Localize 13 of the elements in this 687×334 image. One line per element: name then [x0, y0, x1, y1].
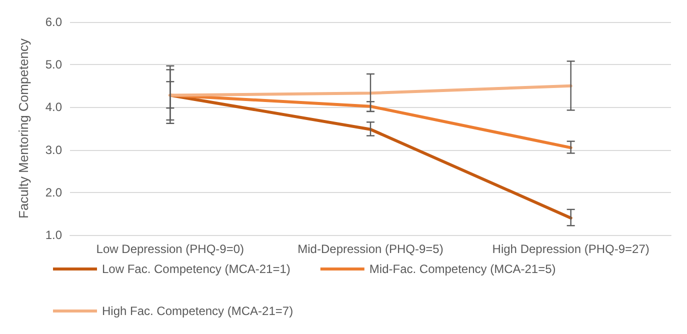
x-tick-label: Mid-Depression (PHQ-9=5) [298, 242, 444, 256]
x-tick-label: High Depression (PHQ-9=27) [492, 242, 650, 256]
y-tick-label: 2.0 [45, 185, 62, 200]
y-axis-title: Faculty Mentoring Competency [16, 38, 31, 218]
legend-label: Mid-Fac. Competency (MCA-21=5) [369, 262, 556, 276]
y-tick-label: 6.0 [45, 15, 62, 29]
y-tick-label: 4.0 [45, 100, 62, 114]
x-tick-label: Low Depression (PHQ-9=0) [96, 242, 244, 256]
legend-label: High Fac. Competency (MCA-21=7) [102, 304, 294, 318]
legend-label: Low Fac. Competency (MCA-21=1) [102, 262, 290, 276]
y-tick-label: 3.0 [45, 142, 62, 157]
y-tick-label: 1.0 [45, 228, 62, 242]
y-tick-label: 5.0 [45, 58, 62, 72]
